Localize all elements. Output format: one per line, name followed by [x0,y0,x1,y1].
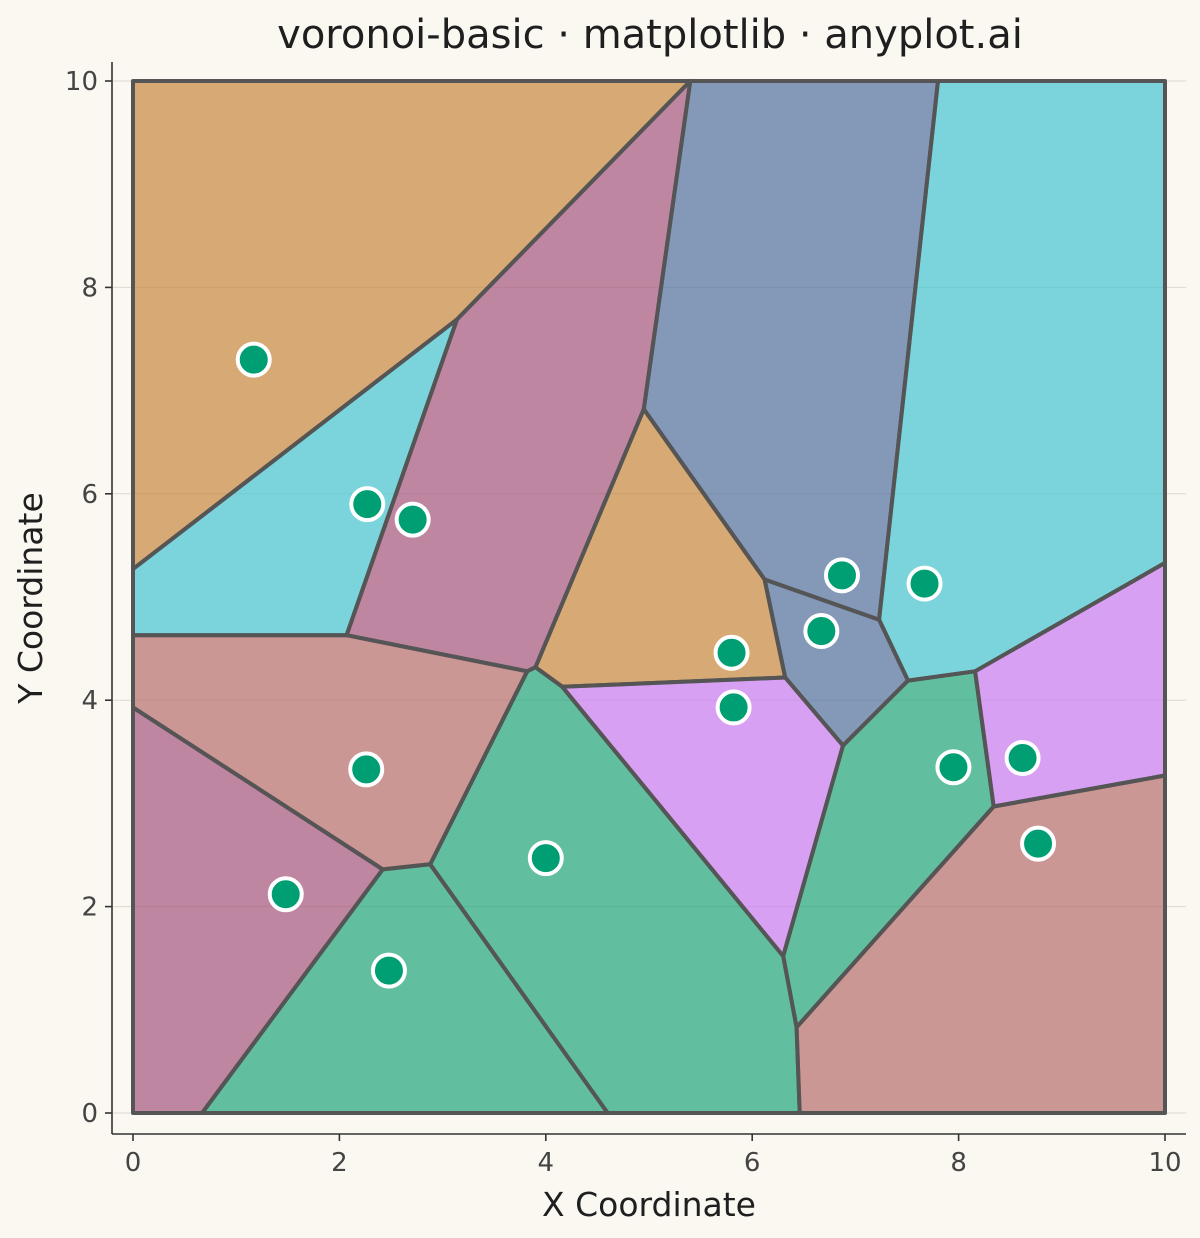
chart-title: voronoi-basic · matplotlib · anyplot.ai [277,12,1023,58]
x-tick-label: 6 [744,1148,761,1178]
y-tick-label: 6 [81,480,98,510]
seed-point [713,634,750,671]
seed-point [823,557,860,594]
seed-point [906,565,943,602]
seed-point [394,501,431,538]
x-tick-label: 2 [331,1148,348,1178]
seed-point [803,613,840,650]
seed-point [267,876,304,913]
y-axis-label: Y Coordinate [11,492,50,705]
voronoi-cells [131,79,1167,1115]
y-tick-label: 10 [65,67,98,97]
x-tick-label: 0 [125,1148,142,1178]
seed-point [715,689,752,726]
axes [111,62,1186,1135]
seed-point [1020,825,1057,862]
y-tick-label: 2 [81,893,98,923]
x-tick-label: 10 [1148,1148,1181,1178]
y-tick-label: 4 [81,686,98,716]
seed-point [348,751,385,788]
seed-point [370,952,407,989]
x-ticks: 0 2 4 6 8 10 [125,1134,1182,1178]
x-tick-label: 4 [538,1148,555,1178]
y-ticks: 0 2 4 6 8 10 [65,67,112,1129]
x-tick-label: 8 [950,1148,967,1178]
y-tick-label: 8 [81,273,98,303]
seed-point [349,486,386,523]
seed-point [1004,739,1041,776]
voronoi-cell [794,773,1167,1115]
seed-point [527,840,564,877]
seed-points [235,341,1057,989]
seed-point [235,341,272,378]
y-tick-label: 0 [81,1099,98,1129]
seed-point [935,749,972,786]
x-axis-label: X Coordinate [542,1185,756,1224]
